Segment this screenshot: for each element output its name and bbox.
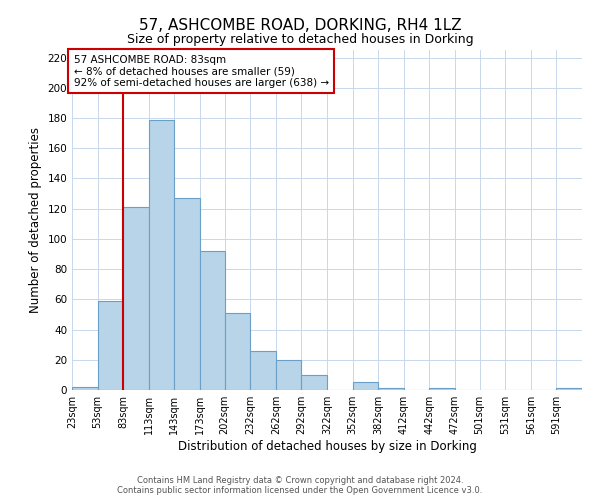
Y-axis label: Number of detached properties: Number of detached properties (29, 127, 42, 313)
X-axis label: Distribution of detached houses by size in Dorking: Distribution of detached houses by size … (178, 440, 476, 453)
Bar (378, 388, 404, 390)
Bar (175, 198, 200, 390)
Text: Size of property relative to detached houses in Dorking: Size of property relative to detached ho… (127, 32, 473, 46)
Bar (224, 313, 250, 390)
Bar (250, 350, 276, 390)
Bar (301, 375, 327, 390)
Text: Contains HM Land Registry data © Crown copyright and database right 2024.
Contai: Contains HM Land Registry data © Crown c… (118, 476, 482, 495)
Bar (430, 388, 455, 390)
Bar (353, 382, 378, 390)
Bar (98, 301, 123, 390)
Bar (123, 207, 149, 390)
Bar (276, 360, 301, 390)
Text: 57, ASHCOMBE ROAD, DORKING, RH4 1LZ: 57, ASHCOMBE ROAD, DORKING, RH4 1LZ (139, 18, 461, 32)
Text: 57 ASHCOMBE ROAD: 83sqm
← 8% of detached houses are smaller (59)
92% of semi-det: 57 ASHCOMBE ROAD: 83sqm ← 8% of detached… (74, 54, 329, 88)
Bar (200, 251, 224, 390)
Bar (149, 120, 175, 390)
Bar (72, 387, 98, 390)
Bar (556, 388, 582, 390)
